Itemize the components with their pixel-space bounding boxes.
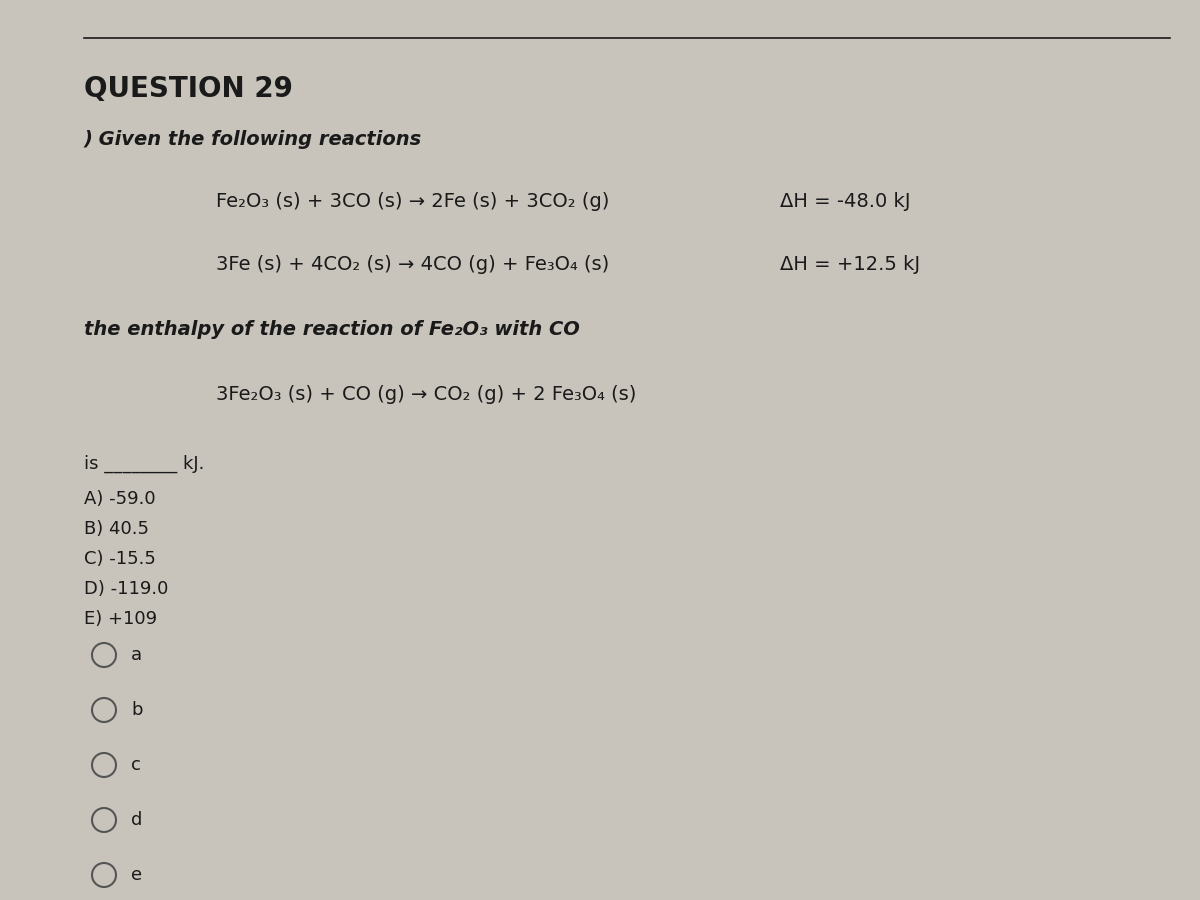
Text: ΔH = +12.5 kJ: ΔH = +12.5 kJ [780, 255, 920, 274]
Text: is ________ kJ.: is ________ kJ. [84, 455, 204, 473]
Text: a: a [131, 646, 142, 664]
Text: A) -59.0: A) -59.0 [84, 490, 156, 508]
Text: 3Fe (s) + 4CO₂ (s) → 4CO (g) + Fe₃O₄ (s): 3Fe (s) + 4CO₂ (s) → 4CO (g) + Fe₃O₄ (s) [216, 255, 610, 274]
Text: ΔH = -48.0 kJ: ΔH = -48.0 kJ [780, 192, 911, 211]
Text: 3Fe₂O₃ (s) + CO (g) → CO₂ (g) + 2 Fe₃O₄ (s): 3Fe₂O₃ (s) + CO (g) → CO₂ (g) + 2 Fe₃O₄ … [216, 385, 636, 404]
Text: D) -119.0: D) -119.0 [84, 580, 168, 598]
Text: E) +109: E) +109 [84, 610, 157, 628]
Text: C) -15.5: C) -15.5 [84, 550, 156, 568]
Text: d: d [131, 811, 143, 829]
Text: the enthalpy of the reaction of Fe₂O₃ with CO: the enthalpy of the reaction of Fe₂O₃ wi… [84, 320, 580, 339]
Text: ) Given the following reactions: ) Given the following reactions [84, 130, 422, 149]
Text: e: e [131, 866, 142, 884]
Text: B) 40.5: B) 40.5 [84, 520, 149, 538]
Text: b: b [131, 701, 143, 719]
Text: QUESTION 29: QUESTION 29 [84, 75, 293, 103]
Text: Fe₂O₃ (s) + 3CO (s) → 2Fe (s) + 3CO₂ (g): Fe₂O₃ (s) + 3CO (s) → 2Fe (s) + 3CO₂ (g) [216, 192, 610, 211]
Text: c: c [131, 756, 140, 774]
